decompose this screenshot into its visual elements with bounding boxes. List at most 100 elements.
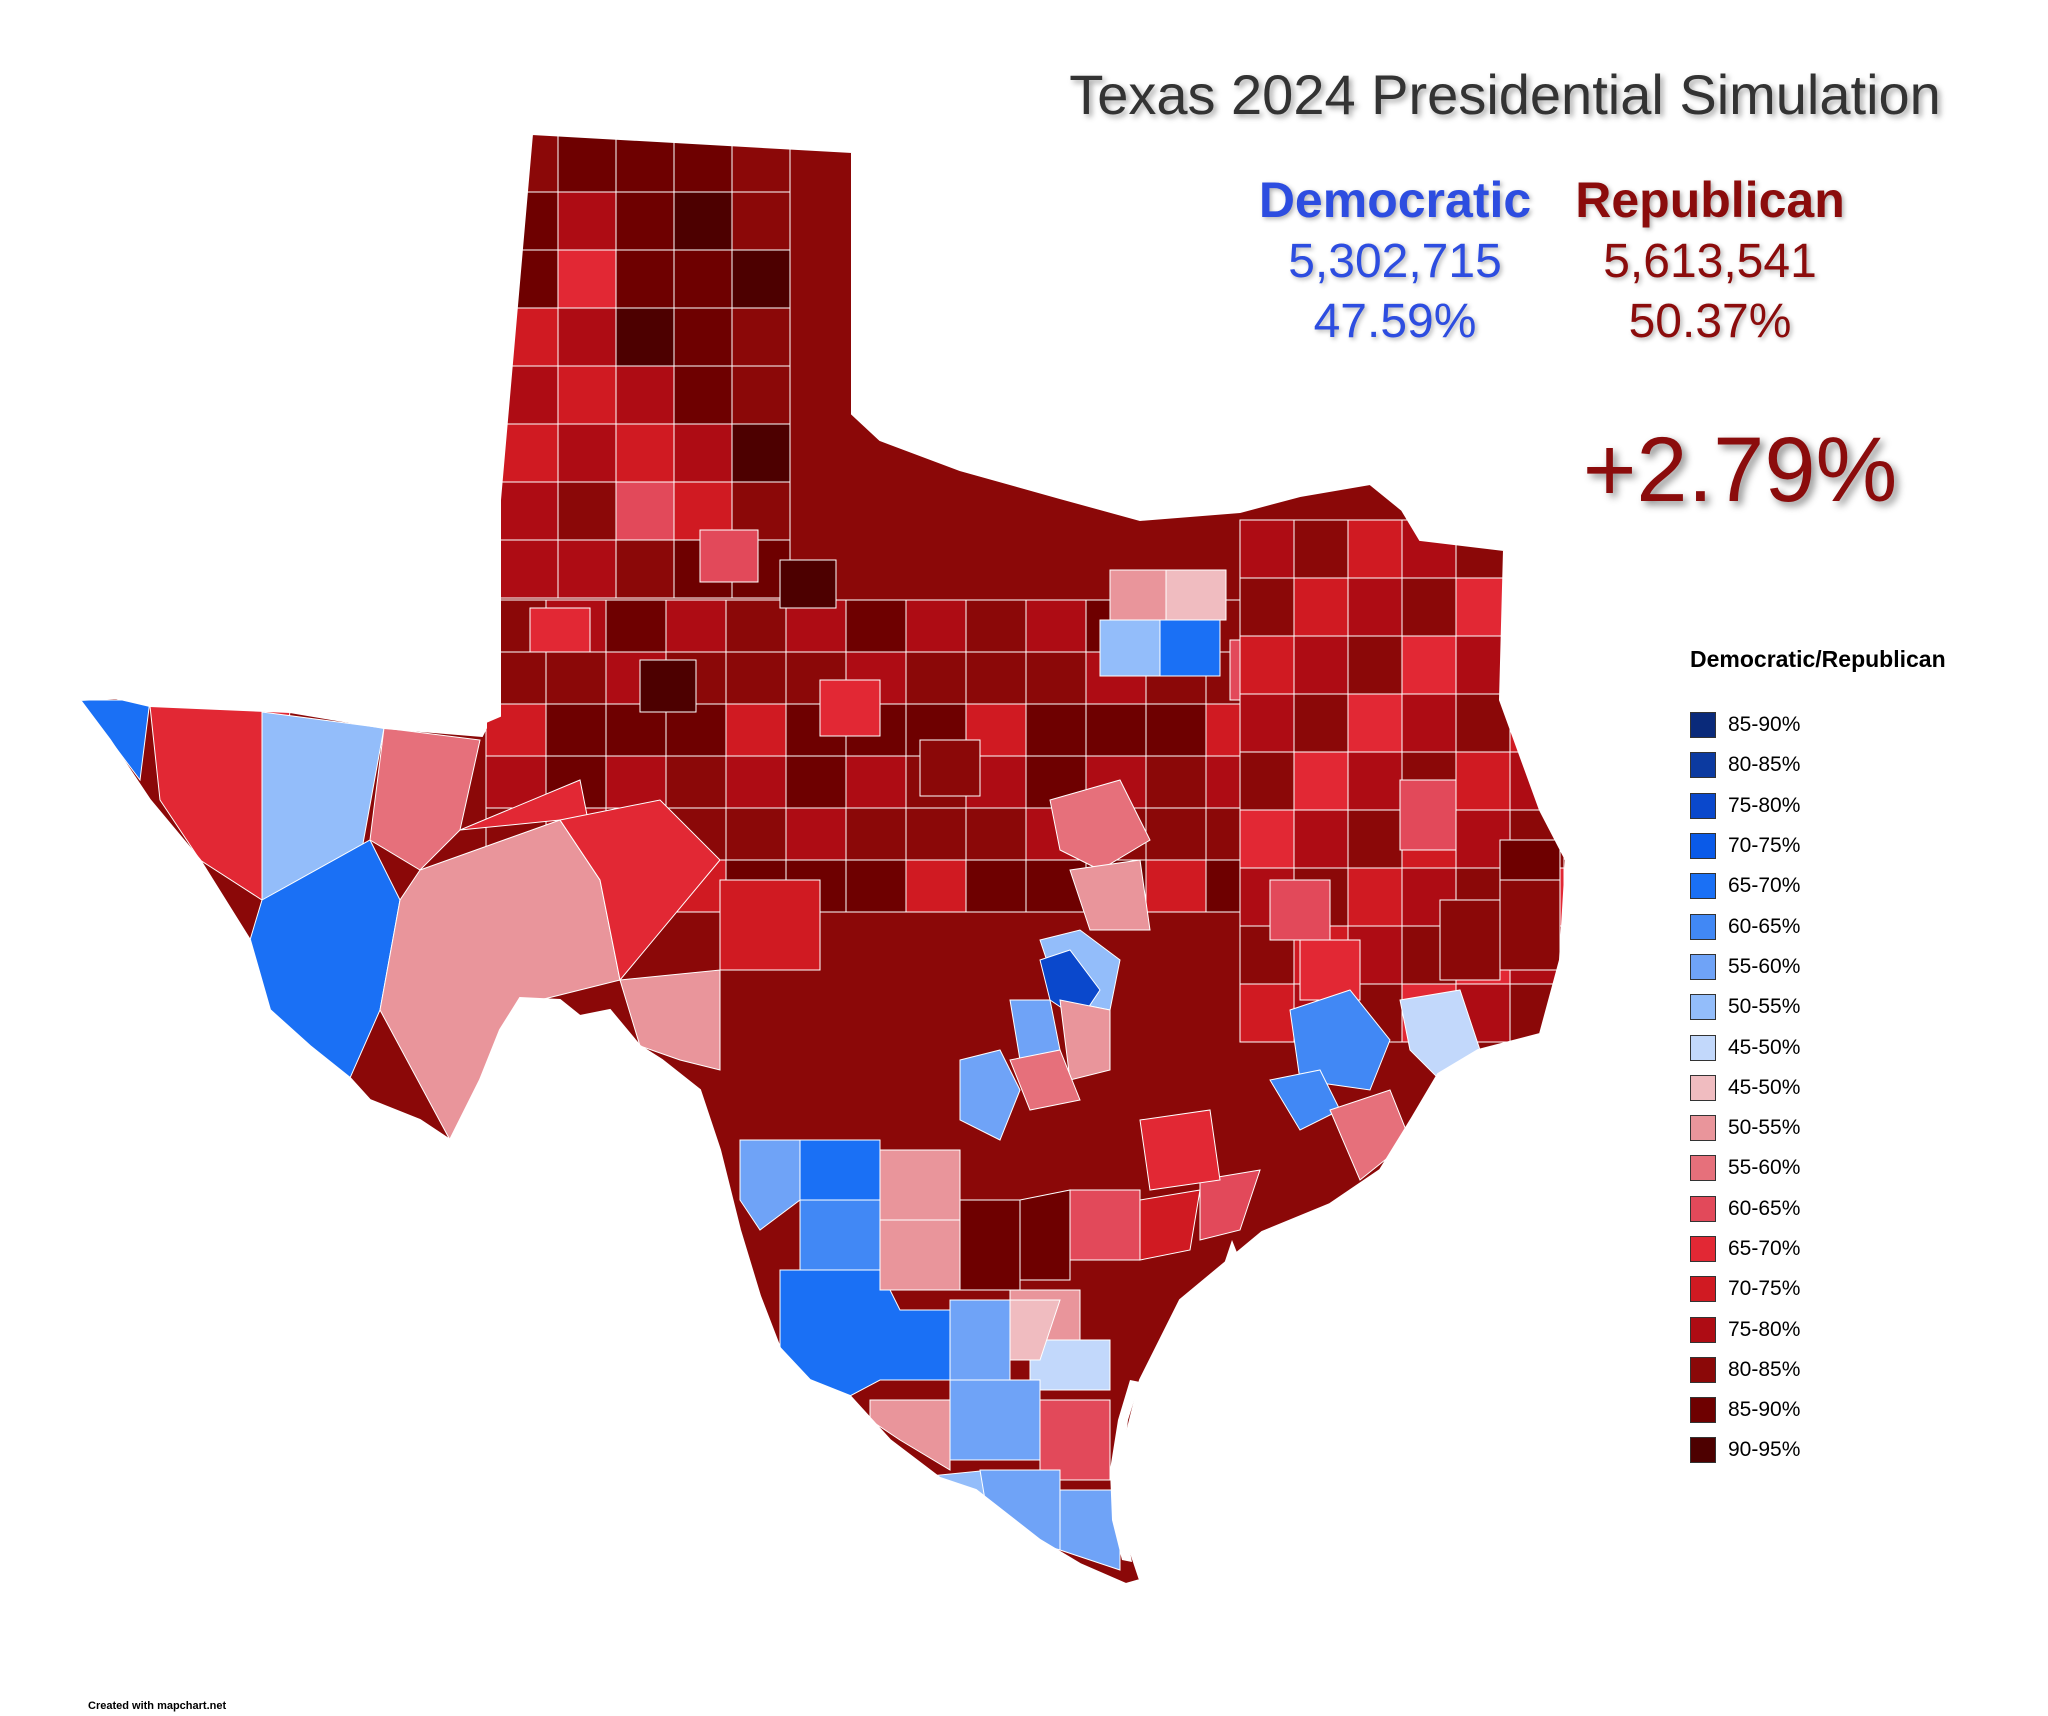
county-region <box>673 191 733 251</box>
county-region <box>529 607 591 653</box>
county-region <box>725 703 787 757</box>
legend-item: 70-75% <box>1690 1269 2010 1309</box>
legend-item: 60-65% <box>1690 906 2010 946</box>
county-region <box>1029 1339 1111 1391</box>
county-region <box>1499 879 1561 971</box>
county-region <box>1145 703 1207 757</box>
county-region <box>673 249 733 309</box>
county-region <box>557 307 617 367</box>
county-region <box>1239 577 1295 637</box>
legend-swatch <box>1690 1316 1716 1343</box>
legend-label: 60-65% <box>1728 914 1801 938</box>
county-region <box>799 1199 881 1271</box>
legend-swatch <box>1690 1276 1716 1303</box>
county-region <box>557 134 617 193</box>
county-region <box>1439 899 1501 981</box>
legend-label: 45-50% <box>1728 1035 1801 1059</box>
county-region <box>725 651 787 705</box>
legend-swatch <box>1690 1195 1716 1222</box>
legend-swatch <box>1690 752 1716 779</box>
county-region <box>1145 807 1207 861</box>
county-region <box>949 1379 1041 1461</box>
county-region <box>731 191 791 251</box>
county-region <box>1293 751 1349 811</box>
county-region <box>779 559 837 609</box>
legend-swatch <box>1690 712 1716 739</box>
county-region <box>615 539 675 599</box>
county-region <box>949 1299 1011 1381</box>
county-region <box>869 1399 951 1471</box>
county-region <box>1347 519 1403 579</box>
county-region <box>1401 635 1457 695</box>
legend-swatch <box>1690 913 1716 940</box>
county-region <box>1401 693 1457 753</box>
legend-item: 75-80% <box>1690 786 2010 826</box>
county-region <box>845 807 907 861</box>
county-region <box>665 599 727 653</box>
legend-item: 80-85% <box>1690 1350 2010 1390</box>
county-region <box>559 799 721 982</box>
republican-percent: 50.37% <box>1628 295 1792 348</box>
county-region <box>1059 1489 1121 1571</box>
county-region <box>731 423 791 483</box>
county-region <box>615 481 675 541</box>
legend-label: 80-85% <box>1728 1357 1801 1381</box>
galveston-bay-gap <box>1190 1240 1240 1335</box>
county-region <box>499 249 559 309</box>
county-region <box>1347 577 1403 637</box>
legend-swatch <box>1690 1074 1716 1101</box>
county-region <box>731 134 791 193</box>
gulf-coast-islands <box>1110 1240 1240 1562</box>
legend-swatch <box>1690 1397 1716 1424</box>
democratic-percent: 47.59% <box>1313 295 1477 348</box>
county-region <box>1347 693 1403 753</box>
county-region <box>699 529 759 583</box>
county-region <box>905 859 967 913</box>
democratic-label: Democratic <box>1258 172 1532 228</box>
legend-swatch <box>1690 994 1716 1021</box>
county-region <box>673 307 733 367</box>
county-region <box>615 307 675 367</box>
legend-item: 90-95% <box>1690 1430 2010 1470</box>
legend: Democratic/Republican 85-90% 80-85% 75-80%… <box>1690 646 2010 1471</box>
legend-swatch <box>1690 1034 1716 1061</box>
county-region <box>615 191 675 251</box>
legend-swatch <box>1690 1115 1716 1142</box>
county-region <box>1293 809 1349 869</box>
county-region <box>819 679 881 737</box>
county-region <box>1347 635 1403 695</box>
county-region <box>731 307 791 367</box>
county-region <box>725 599 787 653</box>
county-region <box>619 969 721 1071</box>
county-region <box>1509 983 1565 1043</box>
county-region <box>1399 779 1457 851</box>
legend-swatch <box>1690 833 1716 860</box>
legend-item: 50-55% <box>1690 987 2010 1027</box>
county-region <box>615 365 675 425</box>
legend-label: 55-60% <box>1728 1156 1801 1180</box>
credit-text: Created with mapchart.net <box>88 1700 227 1712</box>
county-region <box>80 699 151 782</box>
county-region <box>1099 619 1161 677</box>
county-region <box>557 481 617 541</box>
county-region <box>719 879 821 971</box>
county-region <box>919 739 981 797</box>
legend-item: 60-65% <box>1690 1189 2010 1229</box>
county-region <box>1059 999 1111 1081</box>
county-region <box>1139 1189 1201 1261</box>
county-region <box>1039 949 1101 1021</box>
legend-item: 65-70% <box>1690 866 2010 906</box>
county-region <box>1239 635 1295 695</box>
legend-item: 50-55% <box>1690 1108 2010 1148</box>
legend-swatch <box>1690 1236 1716 1262</box>
legend-rows: 85-90% 80-85% 75-80% 70-75% 65-70% 60-65% 55-6… <box>1690 705 2010 1471</box>
county-region <box>1509 519 1565 579</box>
county-region <box>615 134 675 193</box>
democratic-results: Democratic 5,302,715 47.59% <box>1245 168 1545 352</box>
democratic-votes: 5,302,715 <box>1288 235 1502 288</box>
county-region <box>1455 751 1511 811</box>
legend-label: 65-70% <box>1728 874 1801 898</box>
legend-swatch <box>1690 1356 1716 1383</box>
county-region <box>1025 599 1087 653</box>
